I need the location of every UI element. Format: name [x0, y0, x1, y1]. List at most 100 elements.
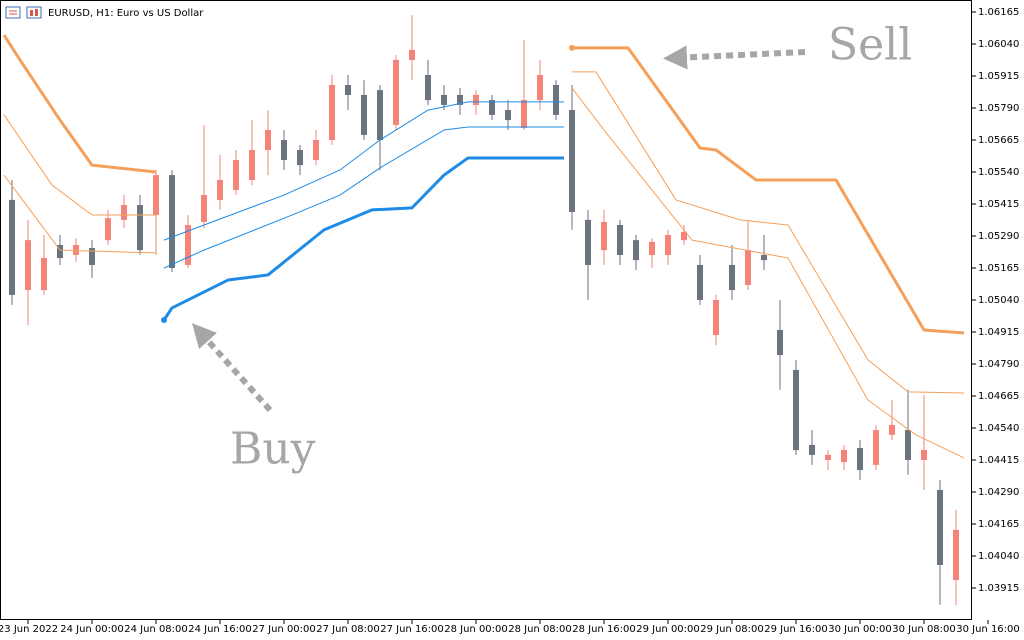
- indicator-line: [3, 87, 965, 459]
- y-tick-label: 1.04915: [978, 327, 1019, 338]
- candle-body: [649, 241, 655, 255]
- chart-icon[interactable]: [26, 6, 42, 19]
- candle-body: [73, 244, 79, 255]
- candle-body: [329, 84, 335, 141]
- y-tick-label: 1.06040: [978, 39, 1019, 50]
- candle-body: [505, 110, 511, 121]
- plot-area: [2, 15, 965, 605]
- candle-body: [153, 175, 159, 216]
- candle-body: [233, 159, 239, 190]
- candle-body: [825, 454, 831, 461]
- y-tick-label: 1.05165: [978, 263, 1019, 274]
- x-tick-label: 24 Jun 16:00: [188, 624, 252, 635]
- candle-body: [57, 244, 63, 259]
- candle-body: [809, 444, 815, 455]
- y-tick-label: 1.04790: [978, 359, 1019, 370]
- candle-body: [425, 75, 431, 101]
- candle-body: [297, 150, 303, 166]
- y-tick-label: 1.05665: [978, 135, 1019, 146]
- y-tick-label: 1.05040: [978, 295, 1019, 306]
- candle-body: [617, 225, 623, 255]
- candle-body: [761, 254, 767, 261]
- line-start-dot: [569, 44, 575, 51]
- y-tick-label: 1.05915: [978, 71, 1019, 82]
- indicator-line: [162, 156, 564, 321]
- candle-body: [41, 258, 47, 291]
- candle-body: [169, 175, 175, 269]
- x-tick-label: 29 Jun 00:00: [636, 624, 700, 635]
- candle-body: [729, 264, 735, 291]
- candle-body: [9, 199, 15, 295]
- x-tick-label: 30 Jun 08:00: [892, 624, 956, 635]
- candle-body: [281, 140, 287, 160]
- candle-body: [953, 529, 959, 581]
- candle-body: [457, 94, 463, 105]
- candle-body: [537, 75, 543, 101]
- candle-body: [665, 234, 671, 255]
- candle-body: [137, 205, 143, 251]
- sell-annotation: Sell: [828, 20, 912, 71]
- buy-arrow: [191, 323, 273, 413]
- plot-frame: [0, 0, 972, 620]
- candle-body: [361, 94, 367, 135]
- candle-body: [857, 447, 863, 470]
- x-tick-label: 30 Jun 16:00: [956, 624, 1020, 635]
- indicator-line: [3, 71, 965, 394]
- y-tick-label: 1.04665: [978, 391, 1019, 402]
- candle-body: [393, 59, 399, 125]
- y-tick-label: 1.05290: [978, 231, 1019, 242]
- candle-body: [633, 240, 639, 261]
- candle-body: [89, 248, 95, 265]
- candle-body: [585, 219, 591, 265]
- y-tick-label: 1.05540: [978, 167, 1019, 178]
- candle-body: [185, 225, 191, 265]
- x-tick-label: 27 Jun 16:00: [380, 624, 444, 635]
- x-tick-label: 27 Jun 08:00: [316, 624, 380, 635]
- y-tick-label: 1.04040: [978, 551, 1019, 562]
- sell-arrow: [663, 45, 806, 70]
- x-tick-label: 30 Jun 00:00: [828, 624, 892, 635]
- indicator-line: [163, 126, 564, 269]
- candle-body: [409, 49, 415, 60]
- indicator-line: [2, 34, 965, 335]
- y-tick-label: 1.04540: [978, 423, 1019, 434]
- candle-body: [25, 240, 31, 291]
- candle-body: [249, 150, 255, 180]
- candle-body: [681, 231, 687, 241]
- candle-body: [889, 424, 895, 435]
- candle-body: [793, 369, 799, 451]
- y-tick-label: 1.03915: [978, 583, 1019, 594]
- candle-body: [713, 300, 719, 336]
- candle-body: [345, 84, 351, 95]
- y-tick-label: 1.05790: [978, 103, 1019, 114]
- indicator-line: [163, 101, 564, 241]
- candle-body: [601, 221, 607, 251]
- y-tick-label: 1.04290: [978, 487, 1019, 498]
- x-tick-label: 24 Jun 00:00: [60, 624, 124, 635]
- chart-title: EURUSD, H1: Euro vs US Dollar: [48, 8, 204, 19]
- y-tick-label: 1.04165: [978, 519, 1019, 530]
- candle-body: [873, 430, 879, 465]
- candle-body: [489, 100, 495, 115]
- candle-body: [521, 100, 527, 128]
- candle-body: [473, 94, 479, 105]
- x-tick-label: 23 Jun 2022: [0, 624, 58, 635]
- y-tick-label: 1.04415: [978, 455, 1019, 466]
- candle-body: [937, 489, 943, 565]
- y-tick-label: 1.06165: [978, 7, 1019, 18]
- candle-body: [121, 205, 127, 220]
- candle-body: [745, 250, 751, 285]
- candle-body: [265, 130, 271, 151]
- candle-body: [201, 195, 207, 222]
- candle-body: [377, 90, 383, 141]
- chart-icon-bar: [35, 9, 38, 16]
- x-tick-label: 24 Jun 08:00: [124, 624, 188, 635]
- line-start-dot: [161, 316, 167, 323]
- x-tick-label: 29 Jun 16:00: [764, 624, 828, 635]
- menu-icon[interactable]: [5, 6, 21, 19]
- candle-body: [905, 430, 911, 461]
- candle-body: [777, 329, 783, 356]
- candle-body: [217, 179, 223, 200]
- candle-body: [553, 84, 559, 115]
